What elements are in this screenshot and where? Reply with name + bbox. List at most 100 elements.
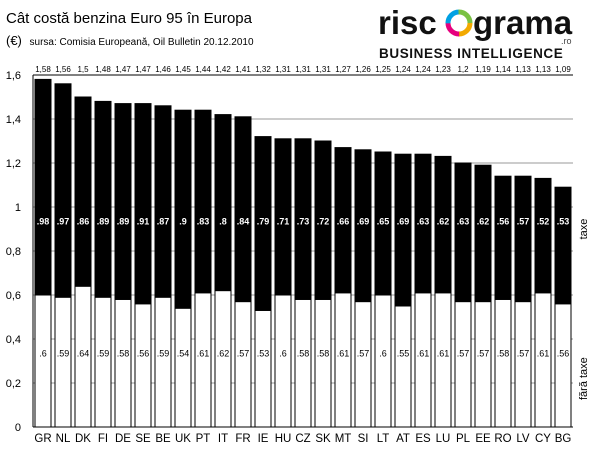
bar-segment-taxe: [234, 116, 252, 303]
y-tick-label: 0,2: [6, 378, 21, 390]
x-tick-label: SE: [135, 433, 151, 445]
total-label: 1,26: [355, 65, 371, 74]
data-label-taxe: .83: [197, 217, 210, 227]
total-label: 1,13: [535, 65, 551, 74]
bar-segment-taxe: [394, 153, 412, 307]
bar-segment-fara-taxe: [194, 292, 212, 428]
bar-segment-taxe: [434, 155, 452, 294]
total-label: 1,58: [35, 65, 51, 74]
bar-segment-taxe: [374, 151, 392, 296]
total-label: 1,56: [55, 65, 71, 74]
bar-segment-taxe: [354, 149, 372, 303]
x-tick-label: SI: [358, 433, 369, 445]
bar-segment-fara-taxe: [334, 292, 352, 428]
bar-segment-fara-taxe: [374, 294, 392, 428]
bar-segment-taxe: [214, 114, 232, 292]
bar-segment-fara-taxe: [294, 298, 312, 428]
bar-segment-taxe: [274, 138, 292, 296]
x-tick-label: PT: [196, 433, 211, 445]
data-label-taxe: .72: [317, 217, 330, 227]
y-tick-label: 0: [15, 422, 21, 434]
data-label-fara-taxe: .59: [57, 349, 70, 359]
x-tick-label: AT: [396, 433, 410, 445]
bar-segment-fara-taxe: [534, 292, 552, 428]
bar-segment-taxe: [554, 186, 572, 305]
bar-segment-taxe: [474, 164, 492, 303]
x-tick-label: SK: [315, 433, 331, 445]
x-tick-label: RO: [494, 433, 511, 445]
data-label-fara-taxe: .61: [437, 349, 450, 359]
brand-name-left: risc: [378, 4, 437, 41]
data-label-taxe: .87: [157, 217, 170, 227]
total-label: 1,5: [77, 65, 89, 74]
brand-ro: .ro: [561, 36, 572, 46]
total-label: 1,27: [335, 65, 351, 74]
data-label-taxe: .89: [97, 217, 110, 227]
bar-segment-taxe: [54, 83, 72, 298]
bar-segment-fara-taxe: [474, 301, 492, 428]
bar-segment-taxe: [134, 103, 152, 305]
x-tick-label: LV: [516, 433, 530, 445]
total-label: 1,32: [255, 65, 271, 74]
x-tick-label: DE: [115, 433, 131, 445]
total-label: 1,31: [295, 65, 311, 74]
data-label-taxe: .84: [237, 217, 250, 227]
total-label: 1,13: [515, 65, 531, 74]
bar-segment-fara-taxe: [134, 303, 152, 428]
total-label: 1,46: [155, 65, 171, 74]
bar-segment-fara-taxe: [414, 292, 432, 428]
total-label: 1,44: [195, 65, 211, 74]
bar-segment-taxe: [94, 100, 112, 298]
x-tick-label: ES: [415, 433, 431, 445]
data-label-taxe: .8: [219, 217, 227, 227]
brand-logo: risc grama .ro BUSINESS INTELLIGENCE: [378, 4, 578, 62]
data-label-fara-taxe: .57: [457, 349, 470, 359]
source-label: sursa: Comisia Europeană, Oil Bulletin 2…: [29, 37, 254, 48]
x-tick-label: FR: [235, 433, 250, 445]
data-label-taxe: .97: [57, 217, 70, 227]
total-label: 1,47: [115, 65, 131, 74]
x-tick-label: BG: [555, 433, 572, 445]
data-label-taxe: .62: [437, 217, 450, 227]
x-tick-label: GR: [34, 433, 51, 445]
bar-segment-fara-taxe: [494, 298, 512, 428]
bar-segment-fara-taxe: [394, 305, 412, 428]
total-label: 1,19: [475, 65, 491, 74]
data-label-fara-taxe: .59: [157, 349, 170, 359]
total-label: 1,45: [175, 65, 191, 74]
data-label-fara-taxe: .61: [337, 349, 350, 359]
total-label: 1,42: [215, 65, 231, 74]
data-label-fara-taxe: .55: [397, 349, 410, 359]
data-label-taxe: .52: [537, 217, 550, 227]
bar-segment-fara-taxe: [54, 296, 72, 428]
data-label-fara-taxe: .62: [217, 349, 230, 359]
total-label: 1,24: [395, 65, 411, 74]
bar-segment-taxe: [74, 96, 92, 287]
data-label-fara-taxe: .57: [237, 349, 250, 359]
x-tick-label: UK: [175, 433, 191, 445]
y-tick-label: 1,6: [6, 70, 21, 82]
bar-segment-taxe: [334, 147, 352, 294]
x-tick-label: HU: [275, 433, 292, 445]
total-label: 1,24: [415, 65, 431, 74]
bar-segment-taxe: [414, 153, 432, 294]
data-label-fara-taxe: .61: [417, 349, 430, 359]
bar-segment-taxe: [294, 138, 312, 300]
data-label-fara-taxe: .57: [357, 349, 370, 359]
bar-segment-taxe: [314, 140, 332, 300]
unit-label: (€): [6, 33, 22, 48]
data-label-taxe: .65: [377, 217, 390, 227]
x-tick-label: IE: [258, 433, 269, 445]
x-tick-label: IT: [218, 433, 228, 445]
data-label-taxe: .63: [457, 217, 470, 227]
x-tick-label: FI: [98, 433, 108, 445]
data-label-fara-taxe: .58: [497, 349, 510, 359]
data-label-fara-taxe: .61: [537, 349, 550, 359]
bar-segment-fara-taxe: [214, 290, 232, 428]
bar-segment-fara-taxe: [454, 301, 472, 428]
x-tick-label: MT: [335, 433, 352, 445]
data-label-taxe: .63: [417, 217, 430, 227]
bar-segment-fara-taxe: [94, 296, 112, 428]
bar-segment-fara-taxe: [354, 301, 372, 428]
